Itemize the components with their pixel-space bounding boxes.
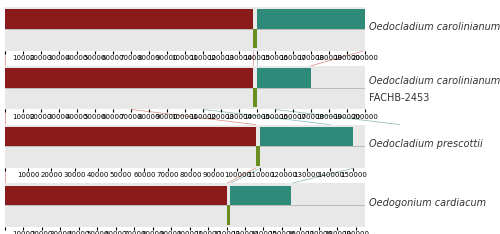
Bar — [257, 9, 365, 29]
Bar — [254, 88, 257, 107]
Bar — [230, 186, 291, 205]
Text: Oedogonium cardiacum: Oedogonium cardiacum — [368, 198, 486, 208]
Bar — [5, 186, 226, 205]
Bar — [260, 127, 354, 146]
Text: FACHB-2453: FACHB-2453 — [368, 94, 429, 103]
Bar — [5, 68, 254, 88]
Bar — [257, 68, 311, 88]
Bar — [226, 205, 230, 225]
Bar — [5, 127, 256, 146]
Bar — [254, 29, 257, 48]
Text: Oedocladium prescottii: Oedocladium prescottii — [368, 139, 482, 149]
Text: Oedocladium carolinianum: Oedocladium carolinianum — [368, 22, 500, 32]
Bar — [5, 9, 254, 29]
Text: Oedocladium carolinianum: Oedocladium carolinianum — [368, 76, 500, 86]
Bar — [256, 146, 260, 166]
